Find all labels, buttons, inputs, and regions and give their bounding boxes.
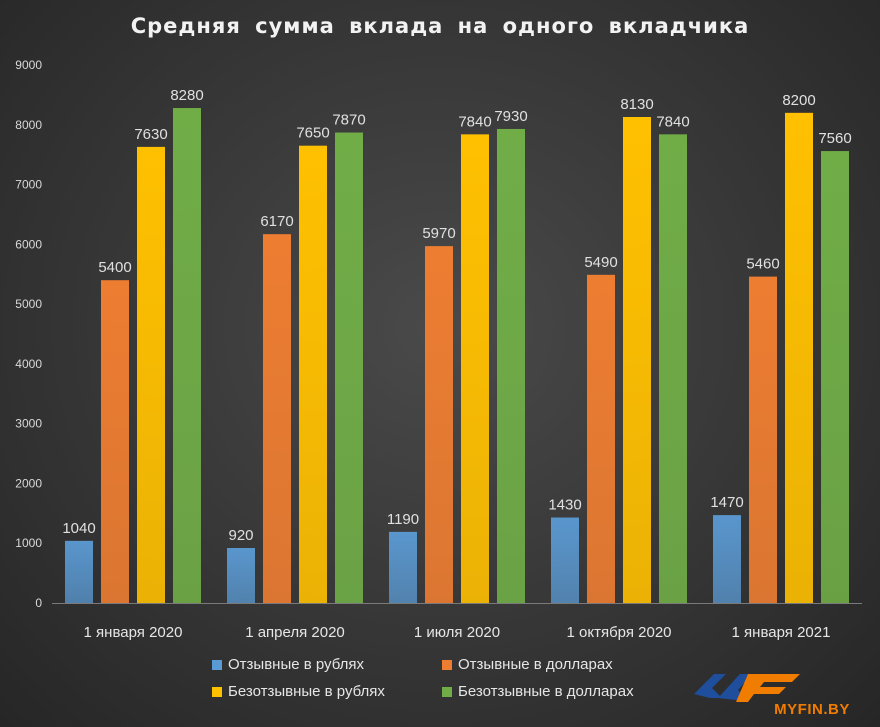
legend-item-rub-demand[interactable]: Отзывные в рублях [212, 656, 442, 673]
bar[interactable] [263, 234, 291, 603]
data-label: 7630 [134, 126, 167, 143]
logo-mark-middle [718, 674, 752, 700]
bars-group [65, 108, 849, 604]
data-label: 5490 [584, 254, 617, 271]
logo-text: MYFIN.BY [774, 701, 850, 718]
y-tick-label: 0 [35, 596, 42, 610]
myfin-logo[interactable]: MYFIN.BY [692, 662, 872, 722]
data-label: 5970 [422, 225, 455, 242]
data-label: 1470 [710, 494, 743, 511]
data-label: 1430 [548, 497, 581, 514]
bar[interactable] [821, 151, 849, 603]
bar[interactable] [299, 145, 327, 603]
y-tick-label: 9000 [15, 58, 42, 72]
data-label: 8280 [170, 87, 203, 104]
data-label: 7870 [332, 112, 365, 129]
data-label: 920 [228, 527, 253, 544]
legend-swatch [442, 659, 452, 670]
data-label: 5460 [746, 256, 779, 273]
logo-mark-left [694, 674, 726, 698]
legend-swatch [442, 686, 452, 697]
bar[interactable] [335, 132, 363, 603]
bar[interactable] [749, 276, 777, 603]
legend-swatch [212, 686, 222, 697]
x-tick-label: 1 октября 2020 [567, 624, 672, 641]
legend-label: Отзывные в рублях [228, 656, 365, 673]
bar[interactable] [659, 134, 687, 603]
data-label: 1040 [62, 520, 95, 537]
legend-item-rub-term[interactable]: Безотзывные в рублях [212, 683, 442, 700]
bar[interactable] [227, 548, 255, 603]
bar[interactable] [623, 117, 651, 604]
data-label: 7840 [458, 113, 491, 130]
bar[interactable] [137, 146, 165, 603]
legend-swatch [212, 659, 222, 670]
data-label: 7930 [494, 108, 527, 125]
logo-mark-f [736, 674, 800, 702]
data-label: 7650 [296, 125, 329, 142]
bar[interactable] [173, 108, 201, 603]
x-tick-label: 1 апреля 2020 [245, 624, 345, 641]
legend: Отзывные в рублях Отзывные в долларах Бе… [212, 656, 682, 700]
bar[interactable] [587, 274, 615, 603]
y-tick-label: 4000 [15, 357, 42, 371]
legend-item-usd-term[interactable]: Безотзывные в долларах [442, 683, 682, 700]
bar[interactable] [785, 112, 813, 604]
y-tick-label: 3000 [15, 417, 42, 431]
bar[interactable] [461, 134, 489, 603]
legend-item-usd-demand[interactable]: Отзывные в долларах [442, 656, 682, 673]
bar[interactable] [713, 515, 741, 603]
y-tick-label: 5000 [15, 297, 42, 311]
legend-label: Отзывные в долларах [458, 656, 613, 673]
y-tick-label: 2000 [15, 476, 42, 490]
y-tick-label: 7000 [15, 178, 42, 192]
data-label: 7560 [818, 130, 851, 147]
y-tick-label: 8000 [15, 118, 42, 132]
bar[interactable] [389, 531, 417, 603]
data-label: 8130 [620, 96, 653, 113]
x-tick-label: 1 января 2021 [732, 624, 831, 641]
y-tick-label: 1000 [15, 536, 42, 550]
data-label: 8200 [782, 92, 815, 109]
x-axis: 1 января 2020 1 апреля 2020 1 июля 2020 1 о… [84, 624, 831, 641]
bar[interactable] [551, 517, 579, 603]
legend-label: Безотзывные в рублях [228, 683, 385, 700]
data-label: 7840 [656, 113, 689, 130]
data-label: 6170 [260, 213, 293, 230]
legend-label: Безотзывные в долларах [458, 683, 634, 700]
bar[interactable] [425, 246, 453, 604]
bar[interactable] [101, 280, 129, 603]
bar[interactable] [65, 540, 93, 603]
data-label: 5400 [98, 259, 131, 276]
x-tick-label: 1 июля 2020 [414, 624, 500, 641]
bar[interactable] [497, 128, 525, 603]
y-tick-label: 6000 [15, 237, 42, 251]
y-axis: 0 1000 2000 3000 4000 5000 6000 7000 8000 9000 [15, 58, 42, 610]
chart-title: Средняя сумма вклада на одного вкладчика [130, 14, 750, 38]
x-tick-label: 1 января 2020 [84, 624, 183, 641]
data-label: 1190 [387, 511, 419, 528]
